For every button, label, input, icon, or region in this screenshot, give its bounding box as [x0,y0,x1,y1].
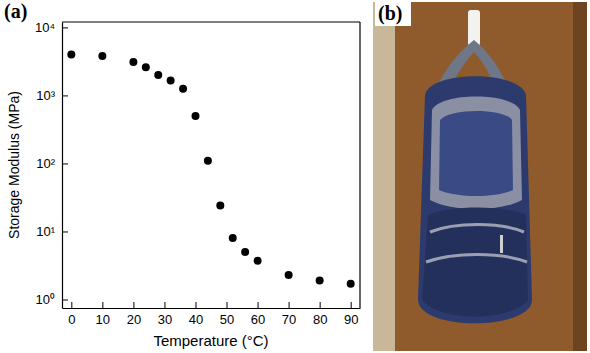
y-tick-label: 10³ [36,88,55,103]
x-tick: 30 [158,302,172,327]
y-tick-mark [62,95,68,96]
plot-frame-right [359,22,360,308]
points [67,50,354,287]
photo-door-frame [373,2,395,351]
x-tick-mark [320,302,321,308]
x-tick-mark [195,302,196,308]
x-tick: 40 [189,302,203,327]
x-tick-label: 40 [189,312,203,327]
x-tick-label: 10 [96,312,110,327]
x-tick-label: 90 [344,312,358,327]
photo-zipper [426,255,527,263]
x-tick-label: 70 [282,312,296,327]
x-tick: 0 [68,302,75,327]
x-tick-mark [227,302,228,308]
x-axis-line [63,308,361,309]
plot-frame-top [62,21,360,22]
y-tick-label: 10² [36,156,55,171]
x-tick-label: 0 [68,312,75,327]
data-point [347,280,355,288]
panel-label: (a) [4,0,27,23]
y-axis-line [62,23,63,309]
data-point [316,277,324,285]
photo-backpack-body [418,76,532,323]
data-point [167,77,175,85]
y-tick-label: 10¹ [36,224,55,239]
y-axis: 10⁰ 10¹ 10² 10³ 10⁴ [35,20,68,308]
data-point [67,50,75,58]
x-tick-label: 50 [220,312,234,327]
data-point [154,71,162,79]
x-tick-mark [133,302,134,308]
y-tick-mark [62,231,68,232]
x-tick: 50 [220,302,234,327]
x-tick-mark [71,302,72,308]
data-point [179,85,187,93]
y-tick-mark [62,163,68,164]
x-tick-label: 20 [127,312,141,327]
x-tick: 90 [344,302,358,327]
x-tick: 10 [96,302,110,327]
photo-backpack-pocket [439,111,513,196]
data-point [98,52,106,60]
data-point [191,112,199,120]
x-axis: 0 10 20 30 40 50 60 70 80 90 [63,302,361,327]
x-axis-title: Temperature (°C) [153,332,268,349]
photo-shadow [573,2,587,351]
y-tick: 10² [36,156,68,171]
x-tick: 70 [282,302,296,327]
x-tick-mark [351,302,352,308]
y-tick: 10³ [36,88,68,103]
x-tick-mark [258,302,259,308]
x-tick: 60 [251,302,265,327]
y-tick: 10⁴ [35,20,68,35]
y-tick: 10¹ [36,224,68,239]
x-tick: 80 [313,302,327,327]
photo-zipper [430,225,524,233]
y-tick-label: 10⁴ [35,20,55,35]
panel-label: (b) [378,2,402,25]
photo-backpack-front-pocket [422,208,528,317]
figure: 0 10 20 30 40 50 60 70 80 90 10⁰ 10¹ 10² 10³ 10⁴ Temper… [0,0,590,353]
y-tick-label: 10⁰ [36,292,55,307]
x-tick-mark [289,302,290,308]
x-tick-label: 80 [313,312,327,327]
photo [373,2,587,351]
x-tick-mark [102,302,103,308]
panel-label-patch [375,2,411,26]
y-tick-mark [62,300,68,301]
data-point [285,271,293,279]
photo-zipper-pull [500,235,503,253]
y-axis-title: Storage Modulus (MPa) [6,91,22,239]
photo-wall [373,2,587,351]
data-point [241,248,249,256]
data-point [229,234,237,242]
x-tick-label: 30 [158,312,172,327]
data-point [142,63,150,71]
x-tick: 20 [127,302,141,327]
data-point [216,202,224,210]
x-tick-label: 60 [251,312,265,327]
y-tick-mark [62,27,68,28]
data-point [254,257,262,265]
data-point [204,157,212,165]
x-tick-mark [164,302,165,308]
photo-backpack-panel [430,97,522,210]
data-point [129,58,137,66]
y-tick: 10⁰ [36,292,68,307]
